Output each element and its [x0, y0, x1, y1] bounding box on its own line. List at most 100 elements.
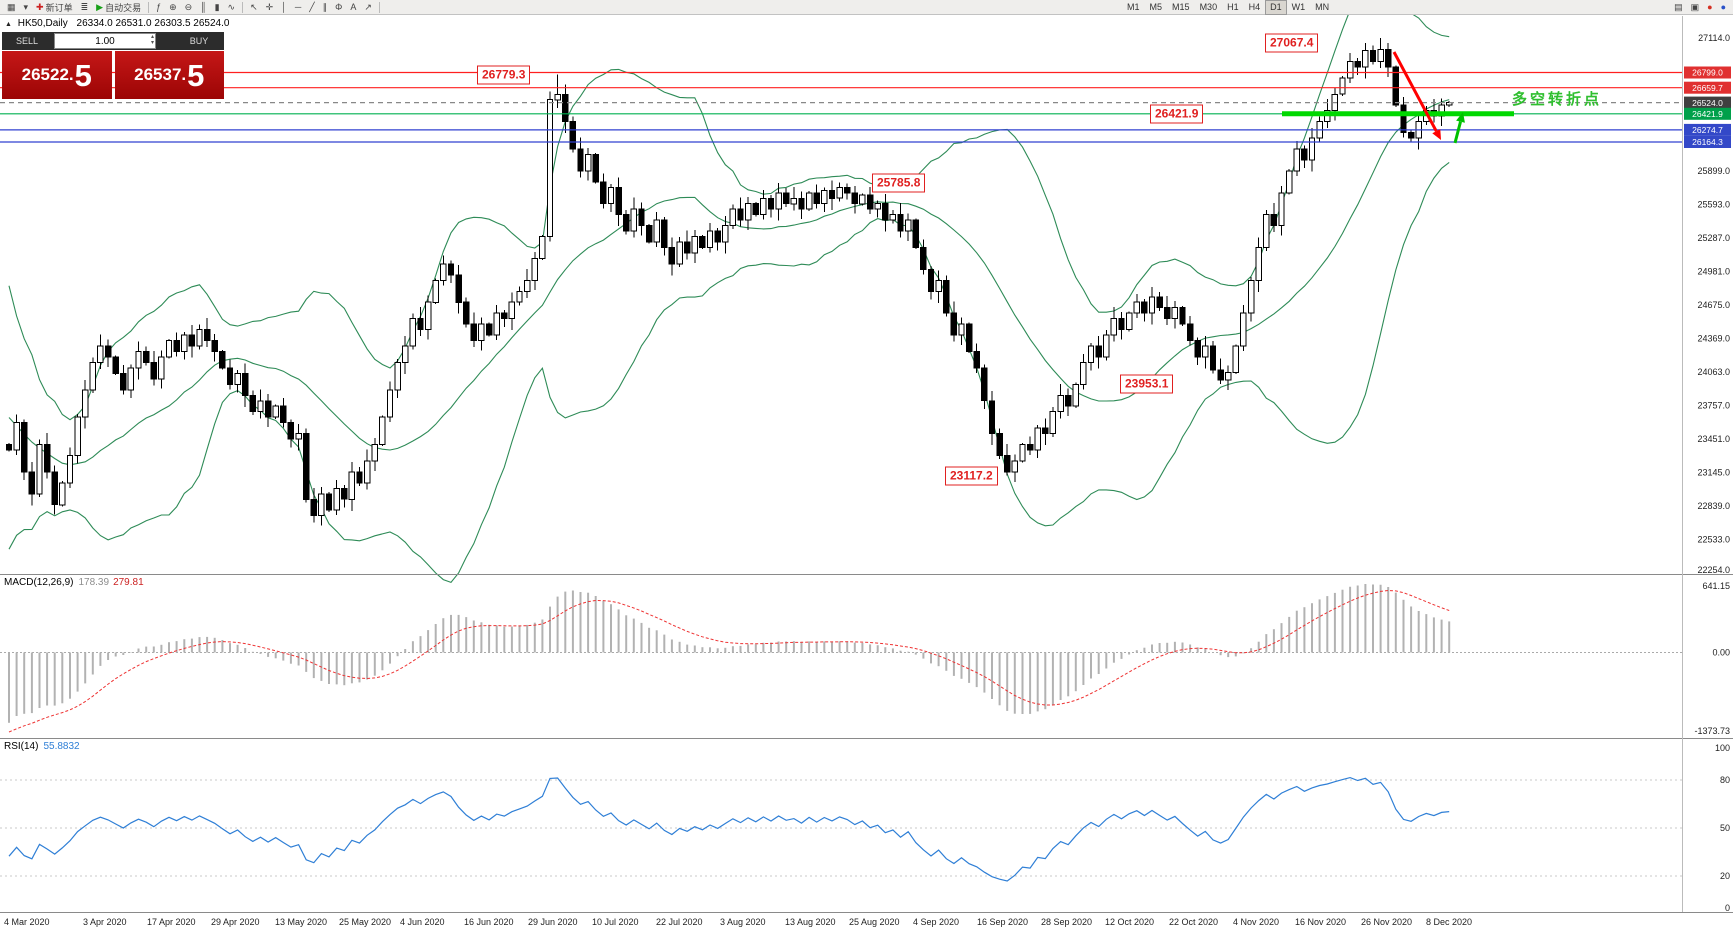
price-annotation-27067.4[interactable]: 27067.4 [1265, 33, 1319, 53]
vertical-line-icon[interactable]: │ [277, 0, 291, 15]
timeframe-mn[interactable]: MN [1315, 1, 1330, 12]
bear-candle [173, 340, 180, 353]
sell-price[interactable]: 26522. 5 [2, 51, 112, 99]
cursor-icon[interactable]: ↖ [246, 0, 262, 15]
timeframe-m30[interactable]: M30 [1199, 1, 1218, 12]
timeframe-h4[interactable]: H4 [1248, 1, 1261, 12]
bear-candle [417, 318, 424, 331]
bull-candle [1346, 60, 1354, 79]
bear-candle [303, 433, 310, 500]
info-blue-icon[interactable]: ● [1717, 0, 1730, 15]
price-axis-label: 22254.0 [1697, 565, 1730, 575]
toolbar-spacer [1334, 7, 1670, 8]
bear-candle [828, 190, 836, 199]
bull-candle [1133, 301, 1140, 314]
buy-price[interactable]: 26537. 5 [114, 51, 224, 99]
one-click-collapse-icon[interactable]: ▲ [5, 21, 12, 28]
volume-stepper[interactable]: 1.00 ▴ ▾ [54, 33, 156, 49]
sell-button[interactable]: SELL [4, 33, 50, 49]
red-down-arrow[interactable] [1392, 51, 1441, 140]
analysis-objects[interactable] [1282, 51, 1514, 144]
volume-value[interactable]: 1.00 [95, 35, 115, 47]
bull-candle [1308, 137, 1316, 161]
price-annotation-26421.9[interactable]: 26421.9 [1150, 104, 1204, 124]
crosshair-icon[interactable]: ✛ [262, 0, 278, 15]
line-chart-icon[interactable]: ∿ [224, 0, 240, 15]
bear-candle [965, 323, 973, 353]
bar-chart-icon[interactable]: ║ [196, 0, 210, 15]
price-annotation-23953.1[interactable]: 23953.1 [1120, 374, 1174, 394]
template-icon[interactable]: ▤ [1670, 0, 1687, 15]
price-annotation-25785.8[interactable]: 25785.8 [872, 173, 926, 193]
timeframe-d1[interactable]: D1 [1265, 0, 1287, 15]
text-label-icon[interactable]: A [346, 0, 360, 15]
bear-candle [325, 493, 333, 511]
price-annotation-23117.2[interactable]: 23117.2 [945, 466, 998, 486]
bear-candle [1026, 444, 1034, 451]
bull-candle [74, 416, 81, 457]
bear-candle [280, 405, 287, 424]
bear-candle [28, 471, 36, 495]
chart-profiles-icon[interactable]: ▾ [20, 0, 33, 15]
indicators-icon[interactable]: ƒ [152, 0, 165, 15]
bull-candle [97, 345, 104, 363]
bear-candle [1407, 132, 1415, 139]
bar-chart-icon: ║ [200, 1, 207, 12]
timeframe-w1[interactable]: W1 [1291, 1, 1306, 12]
timeframe-h1[interactable]: H1 [1227, 1, 1239, 12]
bull-candle [379, 416, 386, 446]
bollinger-middle-band [8, 99, 1450, 466]
price-big-digit: 5 [187, 57, 205, 93]
timeframe-m15[interactable]: M15 [1172, 1, 1190, 12]
pivot-point-text-label[interactable]: 多空转折点 [1512, 91, 1603, 108]
bear-candle [485, 323, 493, 336]
price-axis-label: 23145.0 [1697, 468, 1730, 478]
rsi-indicator-label: RSI(14) 55.8832 [4, 741, 80, 752]
trendline-icon[interactable]: ╱ [305, 0, 318, 15]
new-chart-icon[interactable]: ▦ [3, 0, 20, 15]
price-axis-label: 23757.0 [1697, 401, 1730, 411]
buy-button[interactable]: BUY [176, 33, 222, 49]
price-annotation-26779.3[interactable]: 26779.3 [477, 65, 531, 85]
bear-candle [21, 422, 28, 473]
bull-candle [394, 362, 401, 391]
bear-candle [1270, 214, 1278, 227]
price-tag-text: 26421.9 [1692, 109, 1723, 119]
macd-axis-max: 641.15 [1702, 581, 1730, 591]
market-depth-icon[interactable]: ≣ [77, 0, 93, 15]
timeframe-m5[interactable]: M5 [1149, 1, 1163, 12]
macd-indicator-label: MACD(12,26,9) 178.39 279.81 [4, 577, 144, 588]
zoom-in-icon[interactable]: ⊕ [165, 0, 181, 15]
price-big-digit: 5 [74, 57, 92, 93]
horizontal-line-icon[interactable]: ─ [291, 0, 305, 15]
candlestick-chart-icon[interactable]: ▮ [211, 0, 224, 15]
bull-candle [196, 329, 203, 347]
new-order-button[interactable]: ✚ 新订单 [32, 0, 77, 15]
alert-red-icon[interactable]: ● [1703, 0, 1716, 15]
bear-candle [684, 241, 691, 254]
bull-candle [1125, 312, 1133, 331]
bear-candle [112, 356, 119, 374]
arrow-object-icon[interactable]: ↗ [360, 0, 376, 15]
bull-candle [1057, 394, 1064, 413]
bull-candle [905, 219, 912, 232]
chart-frame [0, 16, 1733, 913]
bull-candle [676, 241, 683, 265]
bull-candle [1049, 411, 1057, 435]
volume-spinner-icons[interactable]: ▴ ▾ [150, 34, 154, 46]
bear-candle [988, 400, 996, 435]
timeframe-m1[interactable]: M1 [1127, 1, 1140, 12]
bull-candle [1202, 345, 1209, 358]
window-layout-icon[interactable]: ▣ [1687, 0, 1704, 15]
bear-candle [783, 192, 790, 205]
market-depth-icon: ≣ [80, 1, 89, 12]
green-up-arrow[interactable] [1453, 112, 1465, 144]
bear-candle [714, 230, 721, 243]
bull-candle [478, 323, 485, 342]
bull-candle [874, 203, 881, 210]
equidistant-channel-icon[interactable]: ∥ [319, 0, 332, 15]
zoom-out-icon[interactable]: ⊖ [181, 0, 197, 15]
fibonacci-icon[interactable]: Φ [331, 0, 346, 15]
autotrading-button[interactable]: ▶ 自动交易 [92, 0, 145, 15]
price-axis-label: 22533.0 [1697, 535, 1730, 545]
